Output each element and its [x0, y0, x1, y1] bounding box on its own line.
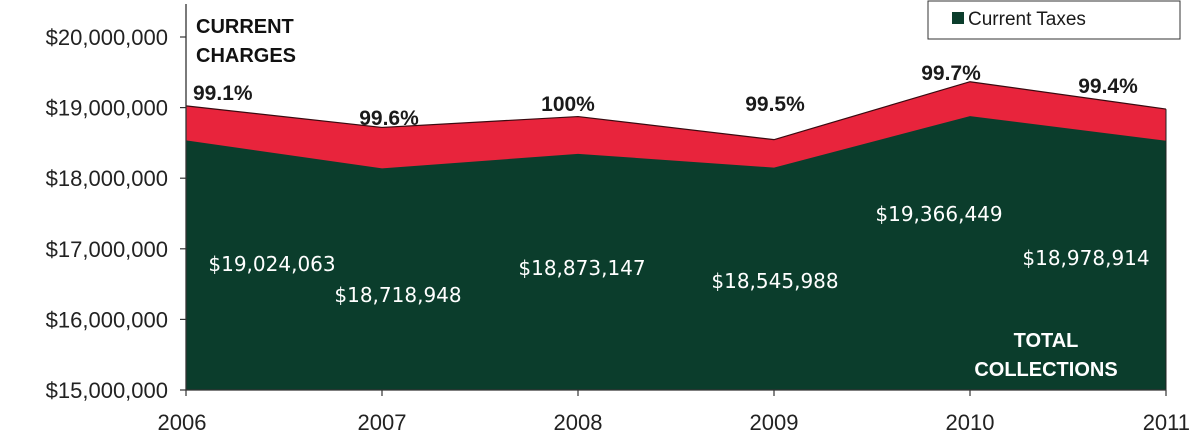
legend-swatch-current-taxes — [952, 12, 964, 24]
total-collections-annotation: COLLECTIONS — [974, 359, 1117, 381]
collection-rate-label: 99.4% — [1078, 75, 1138, 98]
collection-rate-label: 99.7% — [921, 62, 981, 85]
current-charges-annotation: CHARGES — [196, 45, 296, 67]
x-tick-label: 2007 — [358, 410, 407, 435]
axes-layer: $15,000,000 $16,000,000 $17,000,000 $18,000… — [46, 4, 1190, 435]
y-tick-label: $18,000,000 — [46, 166, 168, 191]
x-tick-label: 2006 — [158, 410, 207, 435]
x-tick-label: 2009 — [750, 410, 799, 435]
y-tick-label: $19,000,000 — [46, 96, 168, 121]
area-current-taxes — [186, 116, 1166, 391]
collection-rate-label: 99.1% — [193, 82, 253, 105]
labels-layer: 99.1% 99.6% 100% 99.5% 99.7% 99.4% $19,024,063… — [193, 16, 1150, 381]
y-tick-label: $16,000,000 — [46, 307, 168, 332]
areas-layer — [185, 81, 1167, 391]
total-value-label: $19,366,449 — [875, 202, 1002, 226]
y-tick-label: $15,000,000 — [46, 378, 168, 403]
collection-rate-label: 99.6% — [359, 107, 419, 130]
total-value-label: $18,545,988 — [711, 269, 838, 293]
legend-label: Current Taxes — [968, 9, 1086, 30]
x-tick-label: 2008 — [554, 410, 603, 435]
x-tick-label: 2010 — [946, 410, 995, 435]
total-value-label: $19,024,063 — [208, 252, 335, 276]
charges-outline — [185, 81, 1167, 141]
legend: Current Taxes — [927, 0, 1181, 40]
total-value-label: $18,978,914 — [1022, 246, 1149, 270]
y-tick-label: $17,000,000 — [46, 237, 168, 262]
total-value-label: $18,718,948 — [334, 283, 461, 307]
total-collections-annotation: TOTAL — [1014, 330, 1079, 352]
collection-rate-label: 100% — [541, 93, 595, 116]
x-tick-label: 2011 — [1143, 410, 1190, 435]
y-tick-label: $20,000,000 — [46, 25, 168, 50]
collection-rate-label: 99.5% — [745, 93, 805, 116]
total-value-label: $18,873,147 — [518, 256, 645, 280]
legend-box — [927, 0, 1181, 40]
current-charges-annotation: CURRENT — [196, 16, 294, 38]
